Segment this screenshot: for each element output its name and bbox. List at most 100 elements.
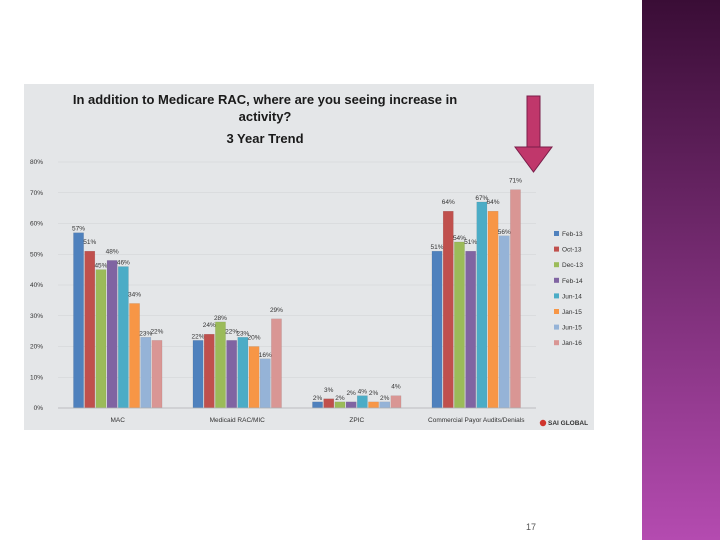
data-label: 51% (431, 244, 444, 251)
data-label: 16% (259, 352, 272, 359)
data-label: 22% (150, 328, 163, 335)
logo-mark (539, 419, 547, 427)
legend-swatch (554, 246, 559, 252)
legend-entry: Feb-14 (562, 278, 583, 285)
legend-swatch (554, 340, 559, 346)
data-label: 23% (236, 330, 249, 337)
data-label: 2% (335, 395, 345, 402)
data-label: 45% (94, 263, 107, 270)
bar (248, 346, 260, 409)
data-label: 23% (139, 330, 152, 337)
chart-title-line: 3 Year Trend (226, 131, 303, 146)
y-tick-label: 60% (30, 221, 43, 228)
chart-title-line: activity? (239, 109, 292, 124)
bar (442, 210, 454, 409)
legend-entry: Jan-16 (562, 340, 582, 347)
data-label: 54% (453, 235, 466, 242)
legend-swatch (554, 324, 559, 330)
legend-swatch (554, 277, 559, 283)
bar (192, 340, 204, 409)
bar (226, 340, 237, 409)
bar (84, 250, 96, 409)
y-tick-label: 70% (30, 190, 43, 197)
x-category-label: Commercial Payor Audits/Denials (428, 417, 525, 424)
bar (487, 210, 499, 409)
down-arrow-icon (514, 95, 553, 173)
decorative-side-band (642, 0, 720, 540)
data-label: 67% (475, 195, 488, 202)
bar (454, 241, 465, 409)
x-category-label: MAC (111, 417, 126, 424)
y-tick-label: 20% (30, 344, 43, 351)
legend-swatch (554, 231, 559, 236)
legend-swatch (554, 293, 559, 299)
x-category-label: ZPIC (349, 417, 364, 424)
bar (465, 250, 476, 409)
data-label: 22% (192, 333, 205, 340)
bar (271, 318, 282, 409)
legend-entry: Oct-13 (562, 247, 582, 254)
data-label: 28% (214, 315, 227, 322)
data-label: 2% (369, 390, 379, 397)
legend-swatch (554, 309, 559, 314)
bar (498, 235, 510, 409)
legend-entry: Jun-15 (562, 325, 582, 332)
data-label: 4% (358, 389, 368, 396)
data-label: 46% (117, 260, 130, 267)
data-label: 64% (442, 199, 455, 206)
bar (510, 189, 521, 409)
y-tick-label: 0% (34, 405, 44, 412)
chart-title-line: In addition to Medicare RAC, where are y… (73, 92, 457, 107)
legend-entry: Feb-13 (562, 231, 583, 238)
data-label: 2% (346, 390, 356, 397)
bar (73, 232, 84, 409)
bar (345, 401, 357, 409)
data-label: 71% (509, 178, 522, 185)
chart-panel: In addition to Medicare RAC, where are y… (24, 84, 594, 430)
bar (379, 401, 391, 409)
data-label: 57% (72, 226, 85, 233)
data-label: 51% (83, 239, 96, 246)
data-label: 51% (464, 239, 477, 246)
bar (203, 333, 215, 409)
bar (357, 395, 368, 409)
bar (334, 401, 346, 409)
data-label: 2% (380, 395, 390, 402)
y-tick-label: 10% (30, 374, 43, 381)
data-label: 34% (128, 291, 141, 298)
y-tick-label: 80% (30, 159, 43, 166)
legend-entry: Jun-14 (562, 293, 582, 300)
bar (215, 321, 226, 409)
arrow-head (514, 146, 553, 173)
bar-chart: In addition to Medicare RAC, where are y… (30, 92, 588, 427)
bar (390, 395, 402, 409)
bar (95, 269, 107, 409)
bar (237, 337, 249, 409)
bar (106, 260, 118, 409)
data-label: 29% (270, 307, 283, 314)
y-tick-label: 40% (30, 282, 43, 289)
legend-swatch (554, 262, 559, 268)
bar (140, 337, 152, 409)
x-category-label: Medicaid RAC/MIC (210, 417, 266, 424)
data-label: 22% (225, 328, 238, 335)
bar (431, 250, 443, 409)
data-label: 3% (324, 387, 334, 394)
bar (368, 401, 379, 409)
sai-global-logo-icon (539, 419, 547, 427)
arrow-shaft (526, 95, 541, 148)
legend-entry: Jan-15 (562, 309, 582, 316)
y-tick-label: 30% (30, 313, 43, 320)
bar (129, 303, 140, 409)
data-label: 24% (203, 322, 216, 329)
bar (259, 358, 271, 409)
data-label: 64% (487, 199, 500, 206)
bar (118, 266, 129, 409)
y-tick-label: 50% (30, 251, 43, 258)
page-number: 17 (526, 522, 537, 532)
bar (312, 401, 323, 409)
data-label: 4% (391, 384, 401, 391)
bar (323, 398, 335, 409)
data-label: 48% (106, 248, 119, 255)
bar (476, 201, 488, 409)
